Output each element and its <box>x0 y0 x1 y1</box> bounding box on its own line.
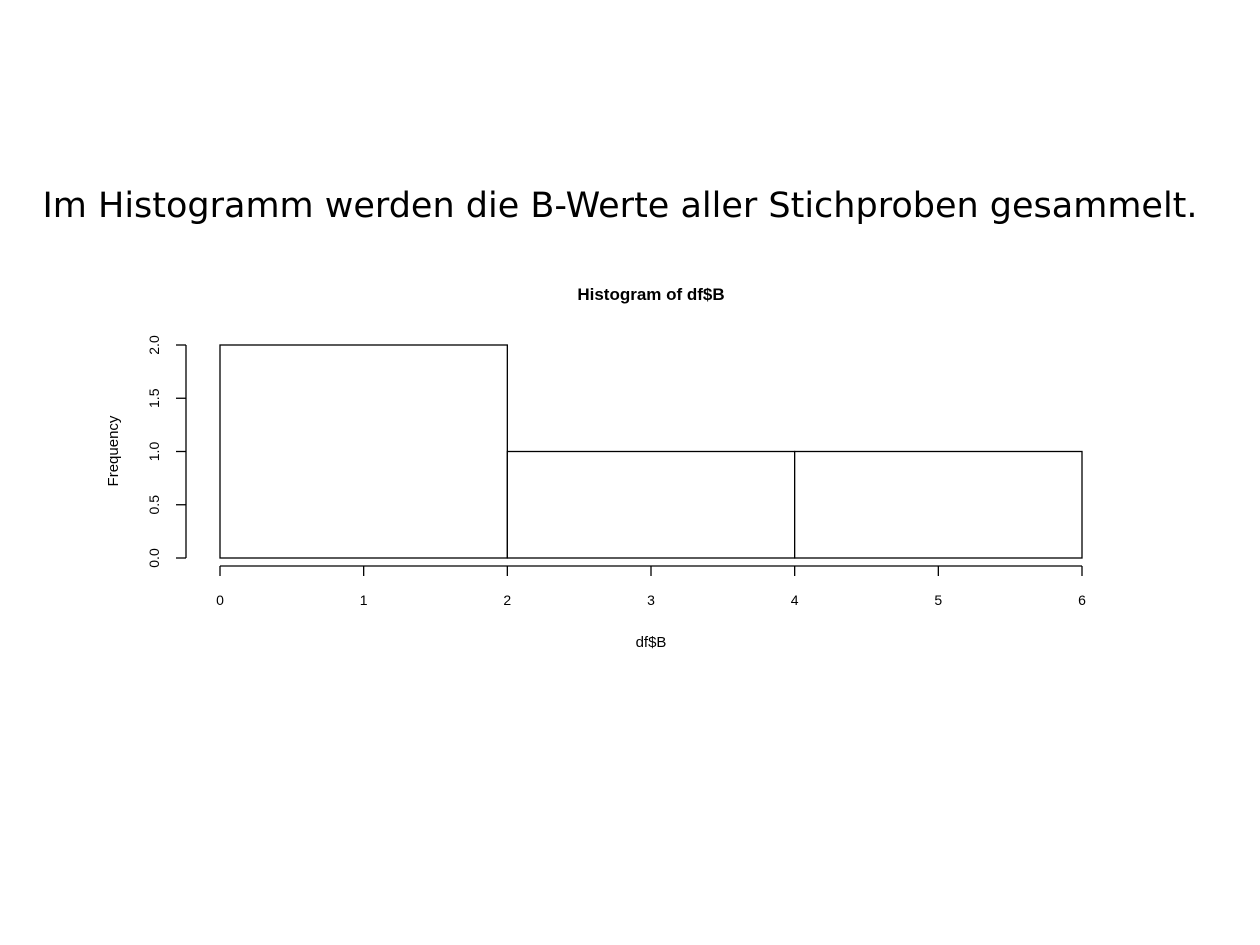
y-tick-label: 1.0 <box>146 442 162 462</box>
y-tick-label: 0.0 <box>146 548 162 568</box>
y-axis-label: Frequency <box>105 415 122 486</box>
y-tick-label: 1.5 <box>146 388 162 408</box>
histogram-bar-1 <box>219 344 508 559</box>
x-axis-label: df$B <box>636 634 667 651</box>
y-axis: 0.0 0.5 1.0 1.5 2.0 <box>146 335 187 568</box>
histogram-bar-2 <box>506 450 796 559</box>
chart-title: Histogram of df$B <box>577 285 724 304</box>
x-tick-label: 5 <box>934 592 942 608</box>
y-tick-label: 2.0 <box>146 335 162 355</box>
x-tick-label: 2 <box>503 592 511 608</box>
x-tick-label: 3 <box>647 592 655 608</box>
slide-heading: Im Histogramm werden die B-Werte aller S… <box>42 186 1198 226</box>
x-tick-label: 6 <box>1078 592 1086 608</box>
x-axis: 0 1 2 3 4 5 6 <box>216 565 1086 608</box>
bars-group <box>219 344 1083 559</box>
x-tick-label: 0 <box>216 592 224 608</box>
histogram-bar-3 <box>794 450 1083 559</box>
y-tick-label: 0.5 <box>146 495 162 515</box>
x-tick-label: 1 <box>360 592 368 608</box>
x-tick-label: 4 <box>791 592 799 608</box>
